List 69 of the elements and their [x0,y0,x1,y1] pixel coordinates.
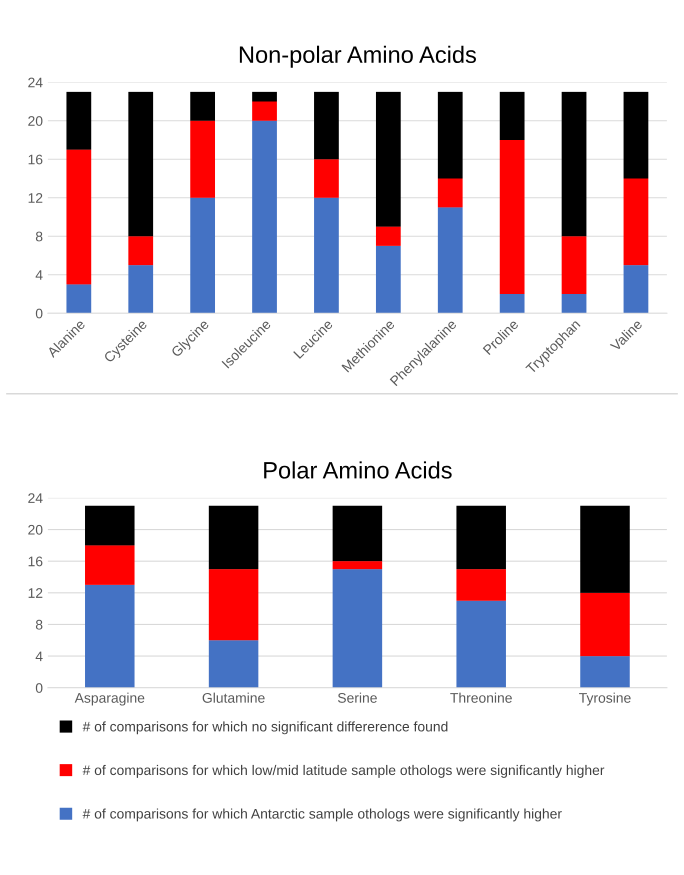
bar [580,592,630,656]
bar [85,545,135,585]
y-tick-label: 20 [28,116,42,126]
y-tick-label: 12 [28,588,42,598]
bar [252,102,277,121]
x-tick-label: Asparagine [74,692,144,706]
bar [66,92,92,150]
bar [190,92,216,121]
bar [128,92,154,236]
bar [562,236,586,294]
chart-title: Polar Amino Acids [264,461,452,479]
bar [252,92,277,102]
bar [438,92,463,178]
bar [456,569,506,601]
y-tick-label: 4 [36,652,43,662]
bar [208,506,258,570]
x-tick-label: Serine [338,692,377,703]
bar [190,120,216,198]
y-tick-label: 4 [36,270,43,280]
bar [456,506,506,570]
bar [128,236,154,266]
bar [438,207,463,314]
legend-label: # of comparisons for which low/mid latitude sample othologs were significantly higher [82,764,604,778]
bar [456,600,506,688]
y-tick-label: 24 [28,78,43,88]
bar [66,284,92,314]
x-tick-label: Threonine [450,692,512,703]
bar [500,294,525,314]
bar [580,506,630,593]
bar [252,120,277,314]
bar [376,92,401,227]
chart-title: Non-polar Amino Acids [240,46,476,68]
bar [562,294,586,314]
y-tick-label: 8 [36,232,42,242]
bar [376,246,401,314]
bar [85,506,135,546]
bar [314,198,339,314]
bar [332,506,382,562]
bar [580,656,630,688]
y-tick-label: 24 [28,493,43,503]
y-tick-label: 12 [28,193,42,203]
y-tick-label: 16 [28,154,42,164]
x-tick-label: Tyrosine [579,692,631,706]
bar [438,178,463,208]
y-tick-label: 0 [36,308,42,318]
y-tick-label: 8 [36,620,42,630]
bar [500,92,525,140]
bar [624,265,648,314]
y-tick-label: 20 [28,524,42,535]
legend-label: # of comparisons for which Antarctic sample othologs were significantly higher [82,808,562,822]
bar [562,92,586,236]
bar [85,584,135,688]
y-tick-label: 0 [36,683,42,693]
y-tick-label: 16 [28,556,42,566]
bar [624,92,648,178]
bar [332,569,382,688]
bar [376,226,401,246]
x-tick-label: Glutamine [202,692,265,703]
bar [314,159,339,198]
bar [208,569,258,640]
legend-label: # of comparisons for which no significant differerence found [82,721,448,734]
bar [208,640,258,688]
bar [66,150,92,284]
bar [128,265,154,314]
bar [500,140,525,294]
bar [314,92,339,160]
bar [190,198,216,314]
bar [332,561,382,570]
bar [624,178,648,266]
